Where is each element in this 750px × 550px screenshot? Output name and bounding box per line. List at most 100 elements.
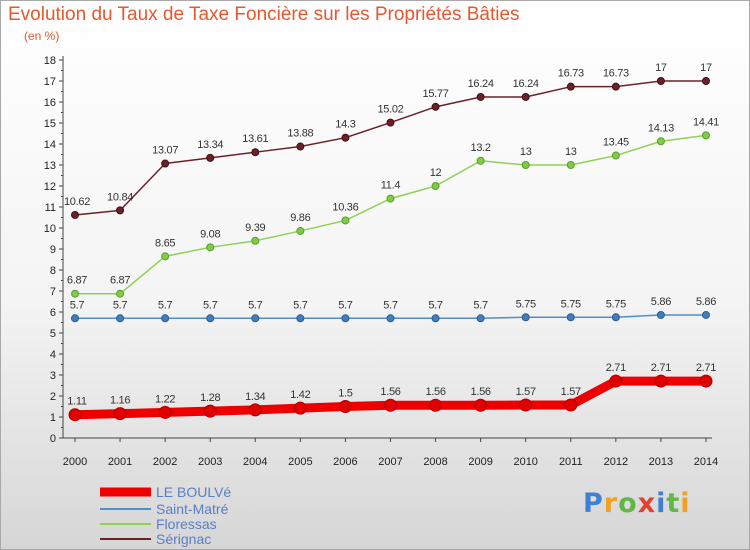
data-label: 15.02	[377, 104, 403, 116]
x-tick-label: 2012	[604, 456, 628, 468]
data-label: 13.34	[197, 139, 223, 151]
legend-label: Saint-Matré	[156, 501, 229, 517]
y-tick-label: 6	[50, 307, 56, 319]
data-point	[564, 398, 578, 412]
data-label: 1.5	[338, 388, 353, 400]
y-tick-label: 5	[50, 328, 56, 340]
x-tick-label: 2009	[468, 456, 492, 468]
data-label: 8.65	[155, 237, 175, 249]
data-label: 2.71	[606, 362, 626, 374]
x-tick-label: 2003	[198, 456, 222, 468]
data-label: 17	[655, 62, 667, 74]
data-point	[296, 142, 305, 151]
data-label: 6.87	[67, 275, 87, 287]
data-point	[386, 314, 395, 323]
x-tick-label: 2006	[333, 456, 357, 468]
y-tick-label: 8	[50, 265, 56, 277]
data-point	[251, 148, 260, 157]
y-tick-label: 15	[44, 118, 56, 130]
data-label: 16.24	[513, 78, 539, 90]
data-point	[474, 398, 488, 412]
data-point	[206, 153, 215, 162]
x-tick-label: 2014	[694, 456, 718, 468]
data-point	[609, 374, 623, 388]
data-point	[656, 77, 665, 85]
x-tick-label: 2004	[243, 456, 267, 468]
data-label: 1.57	[516, 386, 536, 398]
chart-title: Evolution du Taux de Taxe Foncière sur l…	[8, 4, 520, 25]
x-tick-label: 2007	[378, 456, 402, 468]
data-point	[656, 137, 665, 146]
data-point	[521, 161, 530, 169]
data-point	[71, 210, 79, 219]
data-label: 13.61	[242, 133, 268, 145]
data-label: 5.86	[651, 296, 671, 308]
data-label: 1.11	[67, 396, 87, 408]
data-label: 13.88	[287, 128, 313, 140]
data-label: 5.7	[70, 299, 85, 311]
data-label: 16.73	[558, 68, 584, 80]
data-label: 5.7	[428, 299, 443, 311]
data-label: 5.86	[696, 296, 716, 308]
data-label: 2.71	[696, 362, 716, 374]
y-tick-label: 4	[50, 349, 56, 361]
x-tick-label: 2008	[423, 456, 447, 468]
data-point	[429, 398, 443, 412]
data-label: 5.75	[561, 298, 581, 310]
data-label: 6.87	[110, 275, 130, 287]
data-point	[161, 314, 170, 323]
y-tick-label: 9	[50, 244, 56, 256]
data-label: 5.75	[606, 298, 626, 310]
data-point	[386, 194, 395, 203]
data-point	[611, 151, 620, 160]
data-point	[116, 314, 125, 323]
data-label: 5.7	[338, 299, 353, 311]
y-tick-label: 14	[44, 139, 56, 151]
data-label: 16.73	[603, 68, 629, 80]
data-label: 10.62	[64, 196, 90, 208]
data-label: 16.24	[468, 78, 494, 90]
data-label: 1.57	[561, 386, 581, 398]
data-label: 13.2	[471, 142, 491, 154]
data-point	[206, 243, 215, 252]
data-point	[248, 403, 262, 417]
data-label: 10.36	[332, 201, 358, 213]
data-point	[654, 374, 668, 388]
data-label: 17	[700, 62, 712, 74]
data-point	[161, 159, 170, 168]
y-tick-label: 0	[50, 433, 56, 445]
legend-label: LE BOULVé	[156, 484, 231, 500]
data-label: 1.28	[200, 392, 220, 404]
data-label: 5.7	[248, 299, 263, 311]
data-point	[68, 408, 82, 422]
data-point	[611, 313, 620, 322]
data-label: 13.07	[152, 145, 178, 157]
data-point	[158, 405, 172, 419]
data-point	[611, 82, 620, 91]
data-point	[701, 310, 710, 319]
data-point	[431, 102, 440, 111]
legend-label: Sérignac	[156, 531, 211, 547]
x-tick-label: 2000	[63, 456, 87, 468]
data-point	[341, 314, 350, 323]
data-label: 13	[565, 146, 577, 158]
data-point	[521, 92, 530, 101]
data-label: 1.56	[471, 386, 491, 398]
data-label: 5.7	[158, 299, 173, 311]
data-point	[566, 313, 575, 322]
data-label: 10.84	[107, 191, 133, 203]
y-tick-label: 1	[50, 412, 56, 424]
data-point	[251, 314, 260, 323]
data-label: 13	[520, 146, 532, 158]
data-label: 1.56	[425, 386, 445, 398]
data-point	[113, 407, 127, 421]
data-point	[431, 182, 440, 190]
data-point	[383, 398, 397, 412]
data-point	[71, 289, 79, 298]
data-label: 5.75	[516, 298, 536, 310]
data-point	[71, 314, 79, 323]
data-point	[341, 133, 350, 142]
data-point	[701, 131, 710, 140]
